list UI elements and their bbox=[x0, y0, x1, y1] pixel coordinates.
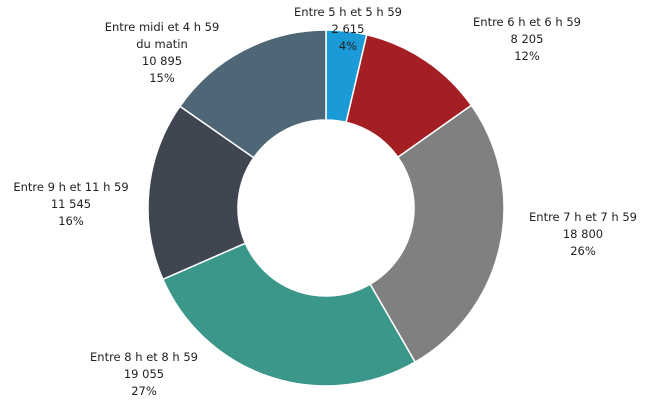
value-label: 2 615 bbox=[331, 22, 365, 36]
donut-slice bbox=[147, 105, 255, 281]
percent-label: 4% bbox=[338, 39, 358, 53]
value-label: 8 205 bbox=[510, 32, 544, 46]
percent-label: 27% bbox=[131, 384, 157, 398]
category-label: Entre 5 h et 5 h 59 bbox=[294, 5, 402, 19]
slice-label: Entre midi et 4 h 59 du matin 10 895 15% bbox=[97, 19, 227, 87]
percent-label: 26% bbox=[570, 244, 596, 258]
category-label: Entre 7 h et 7 h 59 bbox=[529, 210, 637, 224]
donut-slice bbox=[178, 29, 327, 159]
percent-label: 12% bbox=[514, 49, 540, 63]
slice-label: Entre 7 h et 7 h 59 18 800 26% bbox=[529, 209, 637, 260]
value-label: 11 545 bbox=[50, 197, 92, 211]
slice-label: Entre 6 h et 6 h 59 8 205 12% bbox=[473, 14, 581, 65]
slice-label: Entre 9 h et 11 h 59 11 545 16% bbox=[13, 179, 128, 230]
category-label: Entre 6 h et 6 h 59 bbox=[473, 15, 581, 29]
donut-slice bbox=[369, 104, 505, 364]
slice-label: Entre 8 h et 8 h 59 19 055 27% bbox=[90, 349, 198, 400]
percent-label: 15% bbox=[149, 71, 175, 85]
donut-slice bbox=[161, 242, 417, 387]
percent-label: 16% bbox=[58, 214, 84, 228]
slice-label: Entre 5 h et 5 h 59 2 615 4% bbox=[294, 4, 402, 55]
value-label: 10 895 bbox=[141, 54, 183, 68]
category-label: Entre 8 h et 8 h 59 bbox=[90, 350, 198, 364]
category-label: Entre midi et 4 h 59 du matin bbox=[104, 20, 220, 51]
value-label: 19 055 bbox=[123, 367, 165, 381]
category-label: Entre 9 h et 11 h 59 bbox=[13, 180, 129, 194]
value-label: 18 800 bbox=[562, 227, 604, 241]
